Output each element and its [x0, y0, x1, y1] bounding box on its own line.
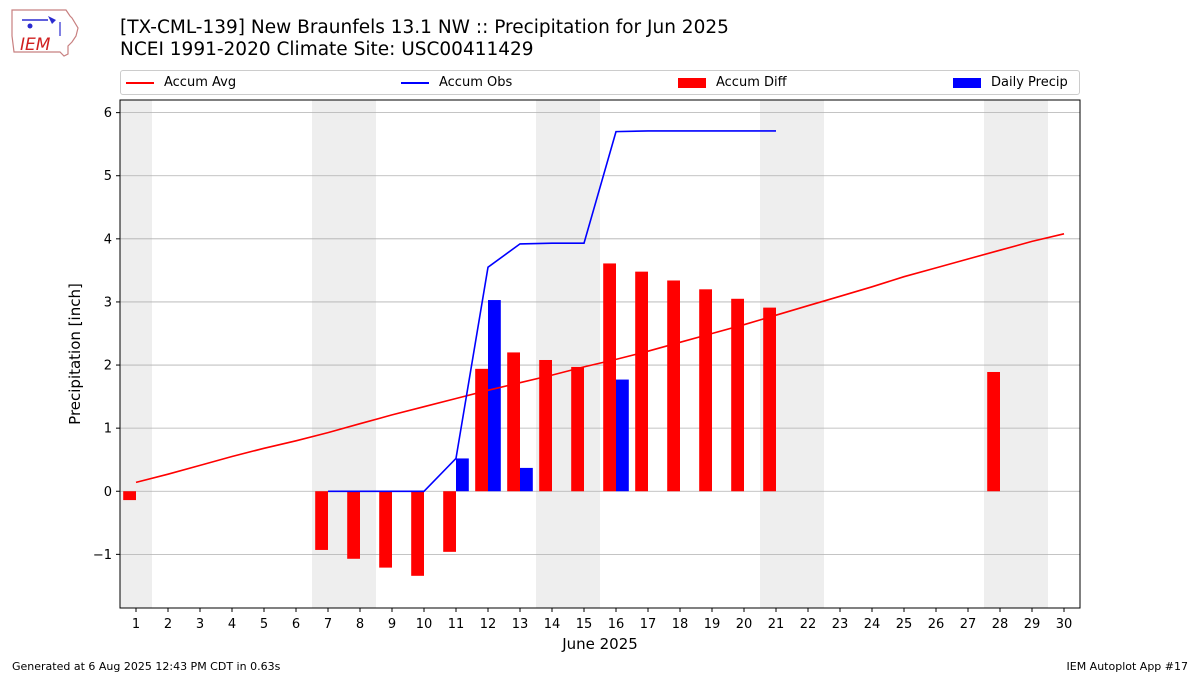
x-tick-label-25: 25 — [896, 617, 913, 632]
daily-precip-bar-13 — [520, 467, 533, 492]
accum-diff-bar-20 — [731, 298, 744, 492]
legend-item-daily-precip: Daily Precip — [953, 71, 1068, 94]
chart-title: [TX-CML-139] New Braunfels 13.1 NW :: Pr… — [120, 17, 729, 38]
logo-text: IEM — [20, 35, 51, 55]
accum-diff-bar-8 — [347, 491, 360, 559]
accum-diff-bar-13 — [507, 352, 520, 492]
x-tick-label-26: 26 — [928, 617, 945, 632]
accum-avg-line — [135, 233, 1065, 484]
x-tick-label-7: 7 — [324, 617, 332, 632]
weekend-shade-2 — [536, 100, 600, 608]
y-axis-label: Precipitation [inch] — [66, 283, 84, 425]
legend-item-accum-obs: Accum Obs — [401, 71, 512, 94]
accum-diff-bar-17 — [635, 271, 648, 492]
accum-diff-bar-16 — [603, 263, 616, 492]
legend-label-daily-precip: Daily Precip — [991, 75, 1068, 90]
y-tick-label-5: 4 — [104, 232, 112, 247]
x-tick-label-2: 2 — [164, 617, 172, 632]
x-tick-label-1: 1 — [132, 617, 140, 632]
x-tick-label-28: 28 — [992, 617, 1009, 632]
accum-diff-bar-15 — [571, 366, 584, 492]
accum-diff-bar-9 — [379, 491, 392, 568]
footer-app: IEM Autoplot App #17 — [1066, 660, 1189, 673]
accum-diff-bar-7 — [315, 491, 328, 550]
legend-label-accum-diff: Accum Diff — [716, 75, 787, 90]
accum-diff-bar-11 — [443, 491, 456, 552]
x-tick-label-24: 24 — [864, 617, 881, 632]
accum-diff-bar-12 — [475, 368, 488, 492]
x-tick-label-8: 8 — [356, 617, 364, 632]
x-tick-label-6: 6 — [292, 617, 300, 632]
weekend-shade-0 — [120, 100, 152, 608]
legend-item-accum-avg: Accum Avg — [126, 71, 236, 94]
legend-label-accum-avg: Accum Avg — [164, 75, 237, 90]
x-tick-label-3: 3 — [196, 617, 204, 632]
plot-frame — [119, 99, 1081, 609]
accum-diff-bar-14 — [539, 359, 552, 492]
x-tick-label-14: 14 — [544, 617, 561, 632]
x-tick-label-9: 9 — [388, 617, 396, 632]
legend-label-accum-obs: Accum Obs — [439, 75, 513, 90]
daily-precip-bar-12 — [488, 300, 501, 492]
legend-swatch-accum-diff — [678, 77, 706, 88]
x-tick-label-29: 29 — [1024, 617, 1041, 632]
x-tick-label-4: 4 — [228, 617, 236, 632]
x-tick-label-10: 10 — [416, 617, 433, 632]
x-tick-label-19: 19 — [704, 617, 721, 632]
iowa-outline-icon — [11, 9, 79, 57]
chart-subtitle: NCEI 1991-2020 Climate Site: USC00411429 — [120, 39, 534, 60]
x-tick-label-20: 20 — [736, 617, 753, 632]
y-tick-label-1: 0 — [104, 485, 112, 500]
x-tick-label-18: 18 — [672, 617, 689, 632]
y-tick-label-6: 5 — [104, 169, 112, 184]
daily-precip-bar-16 — [616, 379, 629, 492]
accum-diff-bar-1 — [123, 491, 136, 501]
x-tick-label-30: 30 — [1056, 617, 1073, 632]
weekend-shade-4 — [984, 100, 1048, 608]
x-tick-label-11: 11 — [448, 617, 465, 632]
accum-diff-bar-18 — [667, 280, 680, 492]
accum-diff-bar-28 — [987, 371, 1000, 492]
accum-diff-bar-10 — [411, 491, 424, 576]
legend-swatch-accum-obs — [401, 81, 429, 84]
weekend-shade-1 — [312, 100, 376, 608]
legend-swatch-daily-precip — [953, 77, 981, 88]
weekend-shade-3 — [760, 100, 824, 608]
x-tick-label-27: 27 — [960, 617, 977, 632]
x-tick-label-23: 23 — [832, 617, 849, 632]
y-tick-label-7: 6 — [104, 106, 112, 121]
daily-precip-bar-11 — [456, 458, 469, 492]
accum-obs-line — [328, 130, 776, 493]
y-tick-label-2: 1 — [104, 422, 112, 437]
accum-diff-bar-21 — [763, 307, 776, 492]
x-axis-label: June 2025 — [561, 635, 638, 653]
y-tick-label-3: 2 — [104, 359, 112, 374]
y-tick-label-0: −1 — [93, 548, 112, 563]
legend-item-accum-diff: Accum Diff — [678, 71, 787, 94]
iem-logo: IEM — [11, 9, 79, 57]
x-tick-label-22: 22 — [800, 617, 817, 632]
x-tick-label-21: 21 — [768, 617, 785, 632]
legend: Accum Avg Accum Obs Accum Diff Daily Pre… — [120, 70, 1080, 95]
x-tick-label-13: 13 — [512, 617, 529, 632]
x-tick-label-5: 5 — [260, 617, 268, 632]
y-tick-label-4: 3 — [104, 295, 112, 310]
legend-swatch-accum-avg — [126, 81, 154, 84]
accum-diff-bar-19 — [699, 289, 712, 492]
x-tick-label-15: 15 — [576, 617, 593, 632]
footer-generated: Generated at 6 Aug 2025 12:43 PM CDT in … — [12, 660, 281, 673]
x-tick-label-12: 12 — [480, 617, 497, 632]
x-tick-label-17: 17 — [640, 617, 657, 632]
x-tick-label-16: 16 — [608, 617, 625, 632]
